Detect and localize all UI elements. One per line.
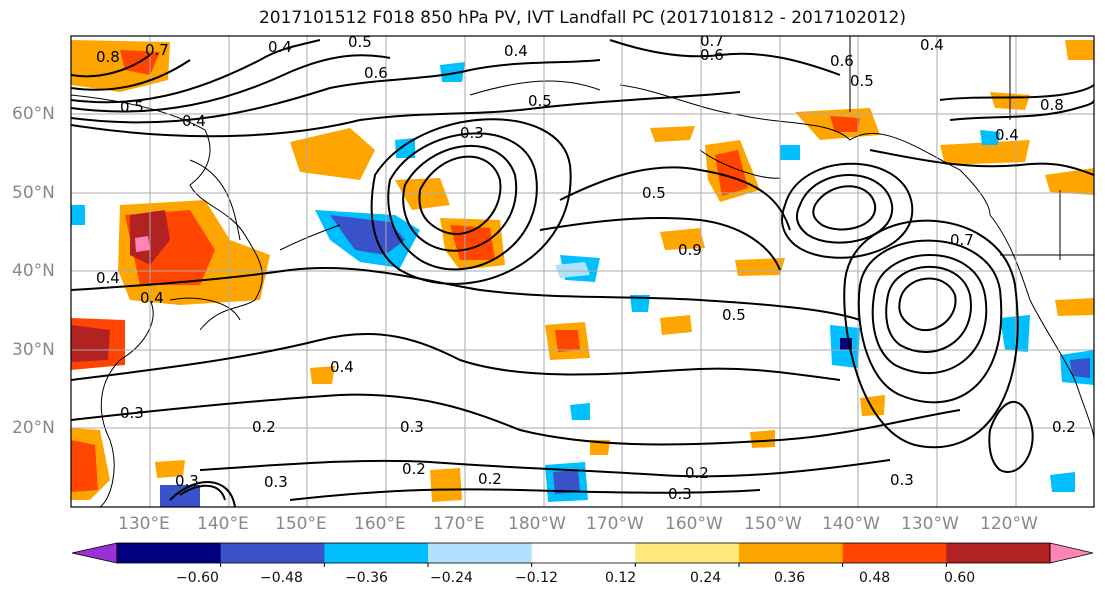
contour-label: 0.2 [1052,418,1076,436]
contour-label: 0.2 [402,460,426,478]
contour-label: 0.7 [700,32,724,50]
contour-label: 0.4 [140,289,164,307]
contour-label: 0.5 [348,33,372,51]
lon-label: 140°E [197,514,249,534]
contour-label: 0.9 [678,241,702,259]
contour-label: 0.3 [264,473,288,491]
contour-label: 0.6 [364,64,388,82]
colorbar-tick: 0.48 [859,570,891,586]
contour-label: 0.3 [890,471,914,489]
contour-label: 0.4 [504,42,528,60]
lon-label: 120°W [980,514,1038,534]
coastlines [71,36,1094,507]
contour-label: 0.6 [830,52,854,70]
colorbar-segment [739,543,844,563]
colorbar-tick: 0.60 [944,570,976,586]
colorbar-tick: −0.12 [515,570,558,586]
colorbar-tick: −0.24 [430,570,473,586]
contour-label: 0.6 [700,46,724,64]
contour-label: 0.8 [1040,96,1064,114]
lon-label: 170°E [433,514,485,534]
contour-label: 0.3 [668,485,692,503]
contour-label: 0.8 [96,48,120,66]
lat-label: 20°N [12,418,55,438]
colorbar-frame [116,542,1051,564]
lat-label: 40°N [12,261,55,281]
lon-label: 180°W [508,514,566,534]
contour-label: 0.5 [722,306,746,324]
contour-label: 0.5 [642,184,666,202]
lon-label: 160°E [354,514,406,534]
lat-label: 50°N [12,183,55,203]
lat-label: 30°N [12,340,55,360]
colorbar-tick: −0.60 [176,570,219,586]
ivt-contours [71,39,1094,507]
contour-label: 0.2 [685,464,709,482]
colorbar-segment [117,543,222,563]
contour-label: 0.5 [528,92,552,110]
colorbar-tick: 0.12 [605,570,637,586]
colorbar-segment [220,543,325,563]
lon-label: 130°E [118,514,170,534]
contour-label: 0.2 [252,418,276,436]
colorbar-extend-min [71,542,118,564]
colorbar-segment [946,543,1051,563]
contour-label: 0.7 [950,231,974,249]
colorbar-tick: −0.36 [345,570,388,586]
contour-label: 0.2 [478,470,502,488]
lon-label: 140°W [822,514,880,534]
gridlines [71,36,1094,507]
contour-label: 0.7 [145,41,169,59]
colorbar-tick: −0.48 [260,570,303,586]
contour-label: 0.3 [460,124,484,142]
contour-label: 0.4 [182,112,206,130]
colorbar-tick: 0.36 [774,570,806,586]
lon-label: 150°E [275,514,327,534]
map-title: 2017101512 F018 850 hPa PV, IVT Landfall… [258,8,906,28]
lon-label: 130°W [901,514,959,534]
contour-label: 0.4 [995,126,1019,144]
colorbar-tick: 0.24 [690,570,722,586]
lon-label: 170°W [586,514,644,534]
lon-label: 160°W [665,514,723,534]
contour-label: 0.4 [920,36,944,54]
contour-label: 0.5 [850,72,874,90]
map-frame [70,35,1095,508]
contour-label: 0.4 [96,269,120,287]
colorbar-segment [635,543,740,563]
colorbar-extend-max [1049,542,1094,564]
contour-label: 0.3 [120,404,144,422]
contour-label: 0.3 [400,418,424,436]
contour-label: 0.4 [330,358,354,376]
lon-label: 150°W [744,514,802,534]
colorbar-segment [531,543,636,563]
contour-label: 0.5 [120,98,144,116]
contour-label: 0.3 [175,472,199,490]
colorbar-segment [324,543,429,563]
contour-label: 0.4 [268,38,292,56]
contour-labels: 0.8 0.7 0.4 0.5 0.6 0.4 0.7 0.6 0.4 0.5 … [96,32,1076,503]
colorbar-segment [842,543,947,563]
colorbar-segment [428,543,533,563]
lat-label: 60°N [12,104,55,124]
